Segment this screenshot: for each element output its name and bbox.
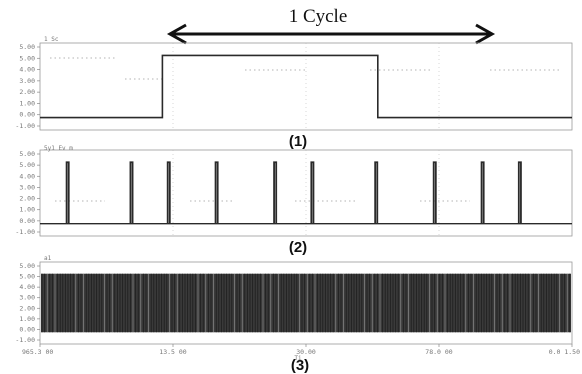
pulse-mark: [214, 161, 219, 224]
panel-1-yticks: 5.00 5.00 4.00 3.00 2.00 1.00 0.00 -1.00: [15, 43, 40, 130]
ytick-label: 5.00: [19, 273, 35, 281]
panel-1-label: (1): [289, 133, 307, 150]
ytick-label: 4.00: [19, 172, 35, 180]
ytick-label: 0.00: [19, 111, 35, 119]
ytick-label: -1.00: [15, 228, 35, 236]
ytick-label: 0.00: [19, 217, 35, 225]
cycle-arrow-left-head: [166, 23, 187, 45]
cycle-annotation-text: 1 Cycle: [289, 6, 348, 27]
panel-2-pulses: [65, 161, 522, 224]
pulse-mark: [65, 161, 70, 224]
ytick-label: 5.00: [19, 54, 35, 62]
ytick-label: 5.00: [19, 161, 35, 169]
pulse-mark: [480, 161, 485, 224]
panel-2-series-label: 5y1 Ev m: [44, 145, 73, 152]
panel-3-yticks: 5.00 5.00 4.00 3.00 2.00 1.00 0.00 -1.00: [15, 262, 40, 344]
ytick-label: 2.00: [19, 304, 35, 312]
panel-1-series-label: 1 Sc: [44, 36, 59, 43]
panel-1: 1 Sc 5.00 5.00 4.00 3.00 2.00 1.00 0.00 -1.00 (…: [15, 36, 573, 150]
ytick-label: 3.00: [19, 77, 35, 85]
cycle-arrow-right-head: [475, 23, 496, 45]
ytick-label: 3.00: [19, 183, 35, 191]
xtick-label: 965.3 00: [22, 348, 53, 356]
ytick-label: 2.00: [19, 195, 35, 203]
xtick-label: 0.0 1.50: [549, 348, 580, 356]
ytick-label: 1.00: [19, 99, 35, 107]
pulse-mark: [129, 161, 134, 224]
ytick-label: 5.00: [19, 262, 35, 270]
pulse-mark: [310, 161, 315, 224]
ytick-label: 3.00: [19, 294, 35, 302]
panel-2-label: (2): [289, 239, 307, 256]
ytick-label: 4.00: [19, 283, 35, 291]
panel-1-grid: [50, 43, 560, 130]
ytick-label: 1.00: [19, 206, 35, 214]
pulse-mark: [374, 161, 379, 224]
xtick-label: 78.0 00: [425, 348, 452, 356]
panel-3-xlabel-fragment: Ti: [294, 355, 302, 362]
ytick-label: 0.00: [19, 325, 35, 333]
ytick-label: 5.00: [19, 150, 35, 158]
xtick-label: 30.00: [296, 348, 316, 356]
panel-1-trace: [40, 54, 572, 119]
pulse-mark: [432, 161, 437, 224]
panel-3-xticks: 965.3 00 13.5 00 30.00 78.0 00 0.0 1.50: [22, 344, 580, 356]
pulse-mark: [273, 161, 278, 224]
panel-3-series-label: a1: [44, 255, 52, 262]
panel-3-label: (3): [291, 357, 309, 374]
ytick-label: 1.00: [19, 315, 35, 323]
panel-3-dense-fill: [41, 273, 571, 333]
ytick-label: -1.00: [15, 336, 35, 344]
ytick-label: 5.00: [19, 43, 35, 51]
cycle-annotation: 1 Cycle: [166, 6, 496, 45]
pulse-mark: [166, 161, 171, 224]
panel-3: a1 5.00 5.00 4.00 3.00 2.00 1.00 0.00 -1.00 965…: [15, 255, 580, 374]
ytick-label: -1.00: [15, 122, 35, 130]
xtick-label: 13.5 00: [159, 348, 186, 356]
panel-2-yticks: 5.00 5.00 4.00 3.00 2.00 1.00 0.00 -1.00: [15, 150, 40, 236]
panel-2-grid: [55, 150, 470, 236]
ytick-label: 2.00: [19, 88, 35, 96]
panel-3-streaks: [41, 273, 571, 333]
ytick-label: 4.00: [19, 66, 35, 74]
panel-2: 5y1 Ev m 5.00 5.00 4.00 3.00 2.00 1.00 0.00 -1.…: [15, 145, 573, 256]
pulse-mark: [517, 161, 522, 224]
